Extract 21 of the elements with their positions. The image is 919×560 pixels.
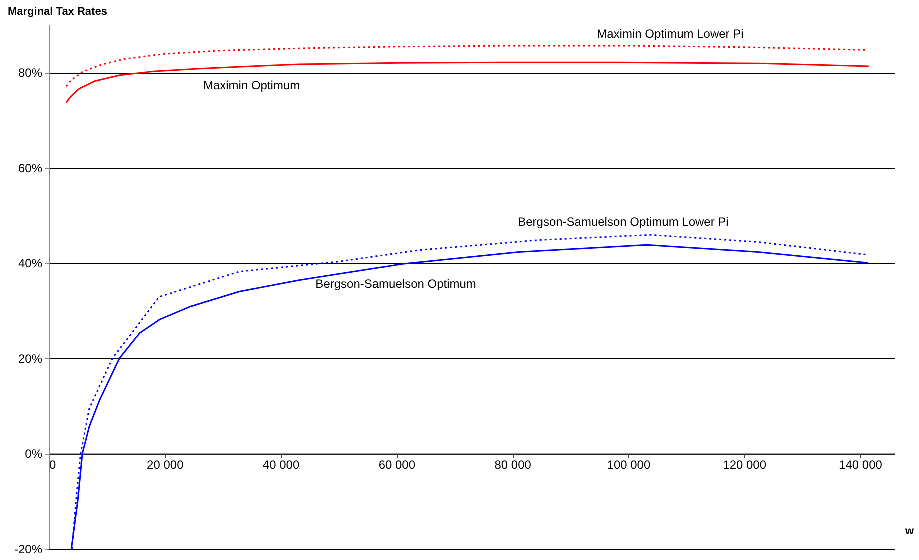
y-tick-label: 20% xyxy=(18,352,43,366)
series-label: Bergson-Samuelson Optimum xyxy=(316,277,476,292)
x-tick-label: 80 000 xyxy=(494,458,532,472)
x-axis-title: w xyxy=(904,526,914,538)
x-tick-label: 120 000 xyxy=(723,458,767,472)
x-tick-label: 20 000 xyxy=(147,458,184,472)
line-series xyxy=(66,62,870,104)
y-tick-label: 60% xyxy=(18,161,43,176)
x-tick-label: 60 000 xyxy=(378,458,416,472)
series-label: Bergson-Samuelson Optimum Lower Pi xyxy=(518,215,729,230)
x-tick-label: 100 000 xyxy=(607,458,651,472)
series-label: Maximin Optimum Lower Pi xyxy=(597,26,744,41)
series-label: Maximin Optimum xyxy=(203,78,300,92)
x-tick-label: 0 xyxy=(50,458,56,472)
y-tick-label: 0% xyxy=(25,447,43,462)
y-tick-label: 80% xyxy=(18,66,43,80)
x-tick-label: 40 000 xyxy=(262,458,300,472)
y-tick-label: -20% xyxy=(14,542,43,556)
chart-title: Marginal Tax Rates xyxy=(8,6,108,18)
y-tick-label: 40% xyxy=(18,256,43,271)
x-tick-label: 140 000 xyxy=(839,458,883,472)
